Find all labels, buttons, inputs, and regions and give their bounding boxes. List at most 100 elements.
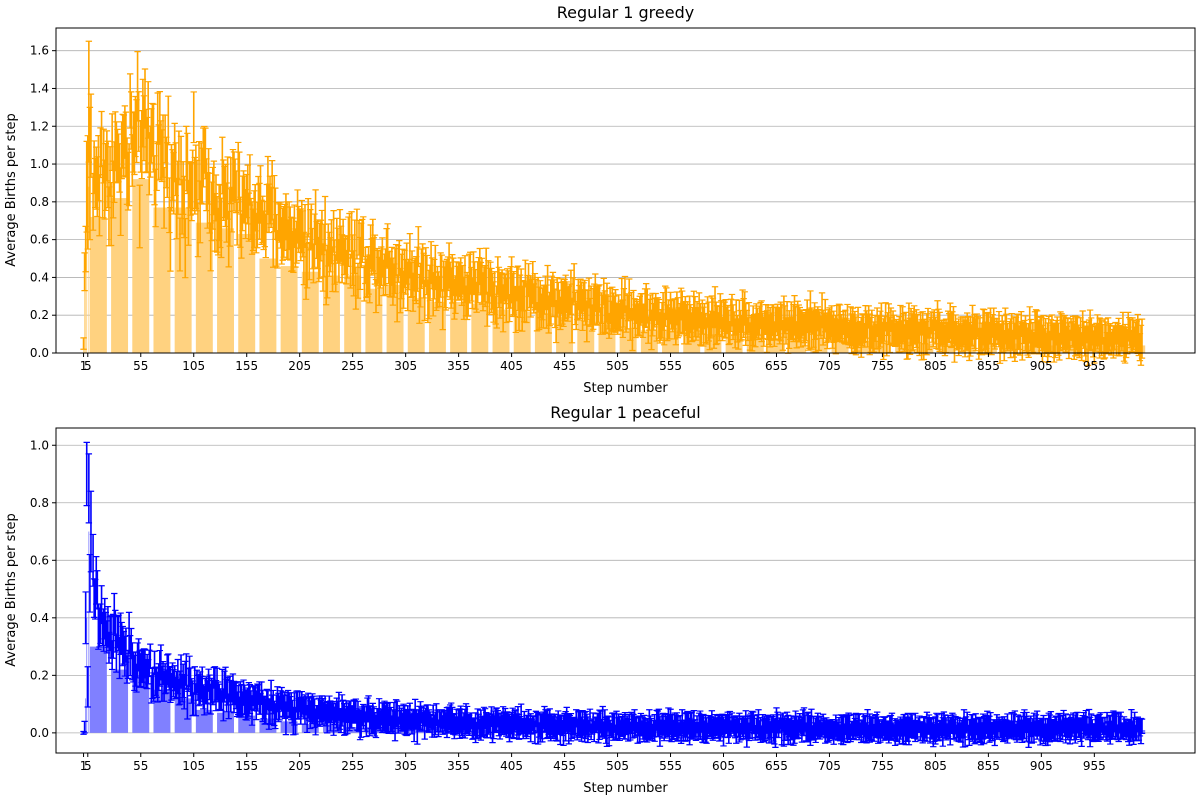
bar [344,275,362,353]
y-tick-label: 1.0 [30,438,49,452]
bar [132,179,150,353]
x-tick-label: 905 [1030,359,1053,373]
x-tick-label: 905 [1030,759,1053,773]
x-tick-label: 605 [712,759,735,773]
x-tick-label: 705 [818,359,841,373]
x-tick-label: 5 [84,759,92,773]
x-tick-label: 405 [500,759,523,773]
x-tick-label: 55 [133,359,148,373]
plot-frame [55,27,1196,354]
x-tick-label: 55 [133,759,148,773]
bar [85,698,87,733]
x-tick-label: 555 [659,359,682,373]
x-tick-label: 655 [765,359,788,373]
x-tick-label: 205 [288,359,311,373]
y-tick-label: 0.8 [30,496,49,510]
x-tick-label: 755 [871,759,894,773]
bar [407,727,425,733]
bar [86,182,88,353]
x-tick-label: 255 [341,359,364,373]
plot-frame [55,427,1196,754]
bar [89,216,107,353]
x-tick-label: 955 [1083,759,1106,773]
bar [195,222,213,353]
bar [88,186,90,353]
bar [85,249,87,353]
bar [471,303,489,353]
bar [217,712,235,733]
chart-greedy: Regular 1 greedy 15 55 105 155 205 255 305 355 4… [4,3,1196,396]
error-bars [80,40,1146,366]
y-tick-label: 0.4 [30,270,49,284]
x-tick-label: 955 [1083,359,1106,373]
bar [238,233,256,353]
x-tick-label: 155 [235,359,258,373]
bar [86,617,88,733]
y-tick-label: 1.0 [30,157,49,171]
x-tick-label: 405 [500,359,523,373]
y-tick-label: 0.8 [30,195,49,209]
x-tick-label: 505 [606,759,629,773]
y-axis-ticks: 0.0 0.2 0.4 0.6 0.8 1.0 [30,438,56,740]
bar [195,709,213,733]
bar [407,298,425,353]
bar [217,228,235,353]
error-bar-caps [80,40,1146,366]
x-axis-ticks: 15 55 105 155 205 255 305 355 405 455 505 555 605 655… [80,753,1106,773]
x-tick-label: 1 [80,759,88,773]
x-axis-label: Step number [583,381,668,396]
bar [88,531,90,733]
chart-title: Regular 1 greedy [557,3,694,22]
bar [1043,345,1061,353]
x-tick-label: 455 [553,759,576,773]
chart-title: Regular 1 peaceful [550,403,700,422]
x-tick-label: 205 [288,759,311,773]
y-axis-label: Average Births per step [4,113,19,266]
y-tick-label: 1.2 [30,119,49,133]
x-tick-label: 755 [871,359,894,373]
error-bars [80,441,1146,749]
bar [280,266,298,353]
y-axis-ticks: 0.0 0.2 0.4 0.6 0.8 1.0 1.2 1.4 1.6 [30,44,56,360]
x-tick-label: 355 [447,359,470,373]
error-bar-lines [82,442,1143,748]
x-tick-label: 555 [659,759,682,773]
y-tick-label: 0.0 [30,726,49,740]
error-bar-lines [82,41,1143,366]
bar [111,669,129,733]
x-tick-label: 5 [84,359,92,373]
bar [111,198,129,353]
y-tick-label: 0.0 [30,346,49,360]
x-tick-label: 605 [712,359,735,373]
y-tick-label: 1.6 [30,44,49,58]
x-tick-label: 705 [818,759,841,773]
x-tick-label: 305 [394,759,417,773]
x-tick-label: 155 [235,759,258,773]
y-tick-label: 0.4 [30,611,49,625]
error-bar-caps [80,441,1146,749]
y-tick-label: 0.2 [30,668,49,682]
x-tick-label: 455 [553,359,576,373]
x-tick-label: 355 [447,759,470,773]
y-tick-label: 0.6 [30,553,49,567]
x-tick-label: 805 [924,359,947,373]
bar [344,727,362,733]
bar [386,284,404,353]
y-tick-label: 1.4 [30,81,49,95]
bar [280,721,298,733]
x-axis-label: Step number [583,781,668,796]
x-tick-label: 1 [80,359,88,373]
chart-peaceful: Regular 1 peaceful 15 55 105 155 205 255 305 35… [4,403,1196,796]
x-tick-label: 855 [977,759,1000,773]
x-tick-label: 505 [606,359,629,373]
bar [259,258,277,353]
bar [174,207,192,353]
x-tick-label: 855 [977,359,1000,373]
x-axis-ticks: 15 55 105 155 205 255 305 355 405 455 505 555 605 655… [80,353,1106,373]
bar [89,646,107,733]
bar [895,341,913,353]
y-tick-label: 0.6 [30,233,49,247]
y-tick-label: 0.2 [30,308,49,322]
bar [768,337,785,353]
